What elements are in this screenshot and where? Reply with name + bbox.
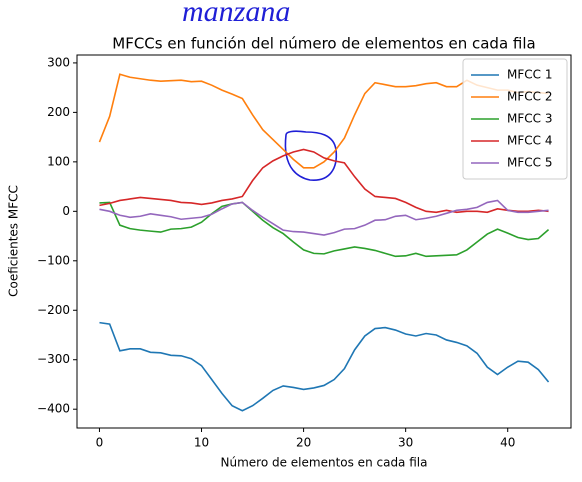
y-tick-label: 300: [47, 55, 70, 69]
legend-box: [462, 58, 568, 180]
hand-drawn-circle: [284, 130, 338, 181]
legend-label: MFCC 1: [507, 68, 552, 82]
x-axis-label: Número de elementos en cada fila: [221, 456, 428, 470]
legend-label: MFCC 2: [507, 90, 552, 104]
line-series: [99, 201, 550, 258]
y-tick-label: −200: [37, 303, 70, 317]
x-tick-label: 30: [398, 436, 413, 450]
y-tick-label: −300: [37, 352, 70, 366]
y-tick-label: −100: [37, 253, 70, 267]
x-tick-label: 0: [96, 436, 104, 450]
x-tick-label: 40: [500, 436, 515, 450]
y-axis-label: Coeficientes MFCC: [7, 185, 21, 297]
chart-title: MFCCs en función del número de elementos…: [112, 35, 535, 53]
y-tick-label: −400: [37, 402, 70, 416]
handwritten-annotation: manzana: [182, 0, 290, 28]
line-series: [99, 148, 549, 214]
legend-label: MFCC 3: [507, 112, 552, 126]
line-series: [99, 321, 550, 412]
y-tick-label: 100: [47, 154, 70, 168]
legend-label: MFCC 4: [507, 134, 552, 148]
line-series: [99, 199, 549, 236]
legend-label: MFCC 5: [507, 156, 552, 170]
y-tick-label: 0: [62, 204, 70, 218]
plot-frame: [76, 54, 572, 429]
y-tick-label: 200: [47, 105, 70, 119]
x-tick-label: 20: [296, 436, 311, 450]
x-tick-label: 10: [194, 436, 209, 450]
